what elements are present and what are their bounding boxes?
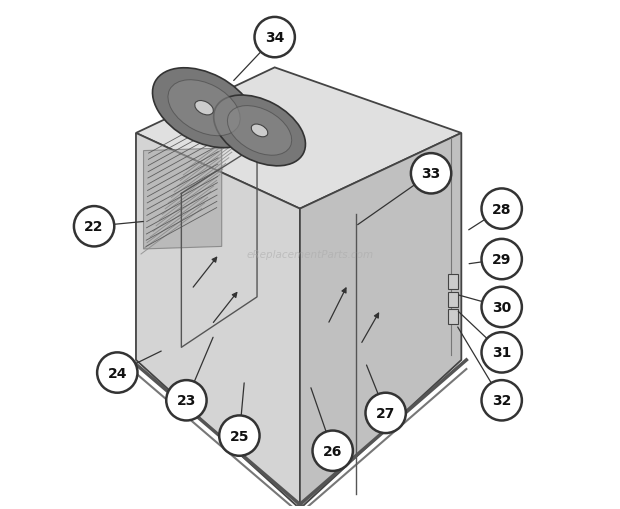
Ellipse shape [482, 287, 522, 327]
Polygon shape [144, 149, 222, 249]
Polygon shape [448, 292, 458, 307]
Ellipse shape [219, 416, 260, 456]
Text: 23: 23 [177, 393, 196, 408]
Ellipse shape [482, 332, 522, 373]
Text: 33: 33 [422, 167, 441, 181]
Ellipse shape [195, 101, 213, 116]
Text: 34: 34 [265, 31, 285, 45]
Ellipse shape [251, 125, 268, 137]
Ellipse shape [255, 18, 295, 58]
Text: 28: 28 [492, 202, 512, 216]
Polygon shape [136, 68, 461, 209]
Text: 27: 27 [376, 406, 396, 420]
Ellipse shape [312, 431, 353, 471]
Text: 29: 29 [492, 252, 512, 267]
Ellipse shape [168, 80, 240, 136]
Polygon shape [448, 275, 458, 290]
Ellipse shape [482, 380, 522, 420]
Text: eReplacementParts.com: eReplacementParts.com [246, 249, 374, 260]
Text: 22: 22 [84, 220, 104, 234]
Text: 32: 32 [492, 393, 512, 408]
Text: 26: 26 [323, 444, 342, 458]
Text: 31: 31 [492, 346, 512, 360]
Polygon shape [448, 310, 458, 324]
Ellipse shape [214, 96, 306, 166]
Ellipse shape [166, 380, 206, 420]
Polygon shape [300, 134, 461, 508]
Polygon shape [136, 134, 300, 508]
Ellipse shape [482, 239, 522, 279]
Ellipse shape [153, 69, 255, 148]
Ellipse shape [228, 106, 291, 156]
Text: 25: 25 [229, 429, 249, 443]
Text: 24: 24 [107, 366, 127, 380]
Text: 30: 30 [492, 300, 512, 315]
Ellipse shape [411, 154, 451, 194]
Ellipse shape [97, 353, 138, 393]
Ellipse shape [74, 207, 114, 247]
Ellipse shape [482, 189, 522, 230]
Ellipse shape [365, 393, 406, 433]
